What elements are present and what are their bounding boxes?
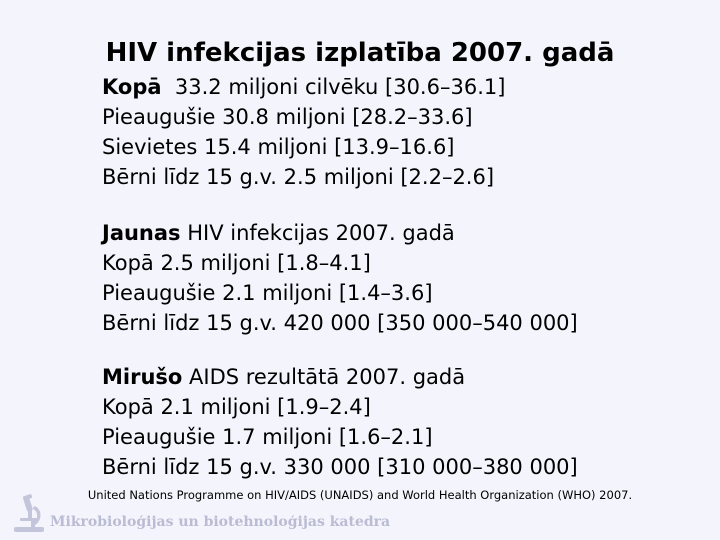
slide-title: HIV infekcijas izplatība 2007. gadā bbox=[105, 38, 615, 68]
section-total-heading-text: 33.2 miljoni cilvēku [30.6–36.1] bbox=[161, 75, 506, 99]
section-deaths-adults: Pieaugušie 1.7 miljoni [1.6–2.1] bbox=[102, 425, 433, 449]
section-new-keyword: Jaunas bbox=[102, 221, 181, 245]
section-aids-deaths: Mirušo AIDS rezultātā 2007. gadā Kopā 2.… bbox=[102, 362, 578, 482]
section-total-adults: Pieaugušie 30.8 miljoni [28.2–33.6] bbox=[102, 105, 473, 129]
section-new-heading-text: HIV infekcijas 2007. gadā bbox=[180, 221, 455, 245]
section-total-keyword: Kopā bbox=[102, 75, 162, 99]
section-deaths-total: Kopā 2.1 miljoni [1.9–2.4] bbox=[102, 395, 371, 419]
section-new-adults: Pieaugušie 2.1 miljoni [1.4–3.6] bbox=[102, 281, 433, 305]
section-new-infections: Jaunas HIV infekcijas 2007. gadā Kopā 2.… bbox=[102, 218, 578, 338]
section-total-children: Bērni līdz 15 g.v. 2.5 miljoni [2.2–2.6] bbox=[102, 165, 495, 189]
section-new-total: Kopā 2.5 miljoni [1.8–4.1] bbox=[102, 251, 371, 275]
section-new-heading: Jaunas HIV infekcijas 2007. gadā bbox=[102, 218, 578, 248]
section-total: Kopā 33.2 miljoni cilvēku [30.6–36.1] Pi… bbox=[102, 72, 505, 192]
department-name: Mikrobioloģijas un biotehnoloģijas kated… bbox=[50, 514, 391, 530]
section-deaths-heading-text: AIDS rezultātā 2007. gadā bbox=[182, 365, 466, 389]
section-deaths-keyword: Mirušo bbox=[102, 365, 183, 389]
section-total-heading: Kopā 33.2 miljoni cilvēku [30.6–36.1] bbox=[102, 72, 505, 102]
source-citation: United Nations Programme on HIV/AIDS (UN… bbox=[87, 488, 633, 502]
microscope-icon bbox=[14, 494, 44, 532]
section-deaths-heading: Mirušo AIDS rezultātā 2007. gadā bbox=[102, 362, 578, 392]
section-total-women: Sievietes 15.4 miljoni [13.9–16.6] bbox=[102, 135, 455, 159]
section-deaths-children: Bērni līdz 15 g.v. 330 000 [310 000–380 … bbox=[102, 455, 578, 479]
section-new-children: Bērni līdz 15 g.v. 420 000 [350 000–540 … bbox=[102, 311, 578, 335]
